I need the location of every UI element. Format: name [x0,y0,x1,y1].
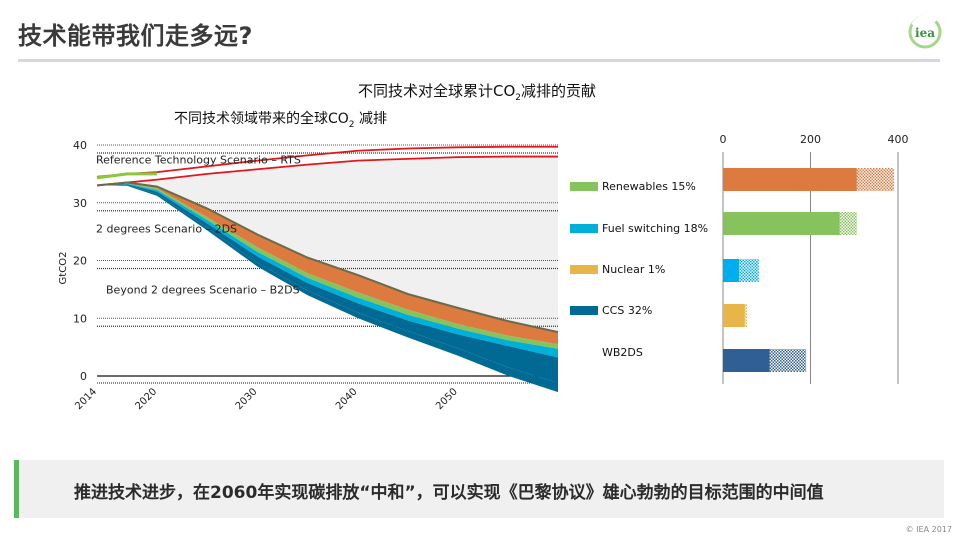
iea-logo: iea [908,15,942,49]
rts-2ds-gap-area [97,156,558,333]
legend-label: WB2DS [602,346,643,359]
legend-item: WB2DS [570,346,643,359]
bar-hatched-ccs [744,304,748,327]
bar-x-tick-label: 200 [800,133,821,146]
legend-label: Fuel switching 18% [602,222,709,235]
callout-accent-bar [14,460,19,518]
y-axis-label: GtCO2 [58,252,69,285]
legend-swatch [570,224,598,233]
y-tick-label: 40 [73,139,87,152]
title-divider [18,59,940,62]
y-tick-label: 10 [73,312,87,325]
legend-label: Nuclear 1% [602,263,666,276]
y-tick-label: 20 [73,255,87,268]
x-tick-label: 2050 [434,386,460,412]
legend-label: CCS 32% [602,304,653,317]
legend-swatch [570,182,598,191]
legend-swatch [570,348,598,357]
legend-item: CCS 32% [570,304,652,317]
bar-hatched-nuclear [739,259,759,282]
y-tick-label: 30 [73,197,87,210]
scenario-label: Beyond 2 degrees Scenario – B2DS [106,283,300,296]
bar-ccs [723,304,745,327]
logo-text: iea [915,26,935,40]
bar-wb2ds [723,349,770,372]
slide-title: 技术能带我们走多远? [18,22,253,50]
x-tick-label: 2014 [73,386,99,412]
copyright: © IEA 2017 [905,525,952,534]
area-chart-title: 不同技术领域带来的全球CO2 减排 [174,111,387,130]
band-ccs [97,184,558,383]
legend-item: Fuel switching 18% [570,222,708,235]
bar-hatched-fuel-switching [839,212,857,235]
x-tick-label: 2030 [234,386,260,412]
bar-hatched-wb2ds [769,349,807,372]
x-tick-label: 2020 [133,386,159,412]
legend-swatch [570,306,598,315]
bar-x-tick-label: 400 [888,133,909,146]
bar-hatched-renewables [856,168,895,191]
series-line-2ds-envelope-top [96,181,559,334]
bar-chart-title: 不同技术对全球累计CO2减排的贡献 [358,82,597,103]
band-ccs-base [97,184,558,393]
callout-text: 推进技术进步，在2060年实现碳排放“中和”，可以实现《巴黎协议》雄心勃勃的目标… [74,483,824,503]
bar-fuel-switching [723,212,840,235]
callout-box: 推进技术进步，在2060年实现碳排放“中和”，可以实现《巴黎协议》雄心勃勃的目标… [14,460,944,518]
legend-swatch [570,265,598,274]
y-tick-label: 0 [80,370,87,383]
bar-x-tick-label: 0 [720,133,727,146]
series-line-rts-lower [96,155,558,187]
bar-renewables [723,168,857,191]
legend-item: Nuclear 1% [570,263,665,276]
scenario-label: 2 degrees Scenario – 2DS [96,223,237,236]
bar-nuclear [723,259,740,282]
series-line-historical [96,172,158,180]
legend-item: Renewables 15% [570,180,696,193]
x-tick-label: 2040 [334,386,360,412]
legend-label: Renewables 15% [602,180,696,193]
scenario-label: Reference Technology Scenario – RTS [96,153,301,166]
